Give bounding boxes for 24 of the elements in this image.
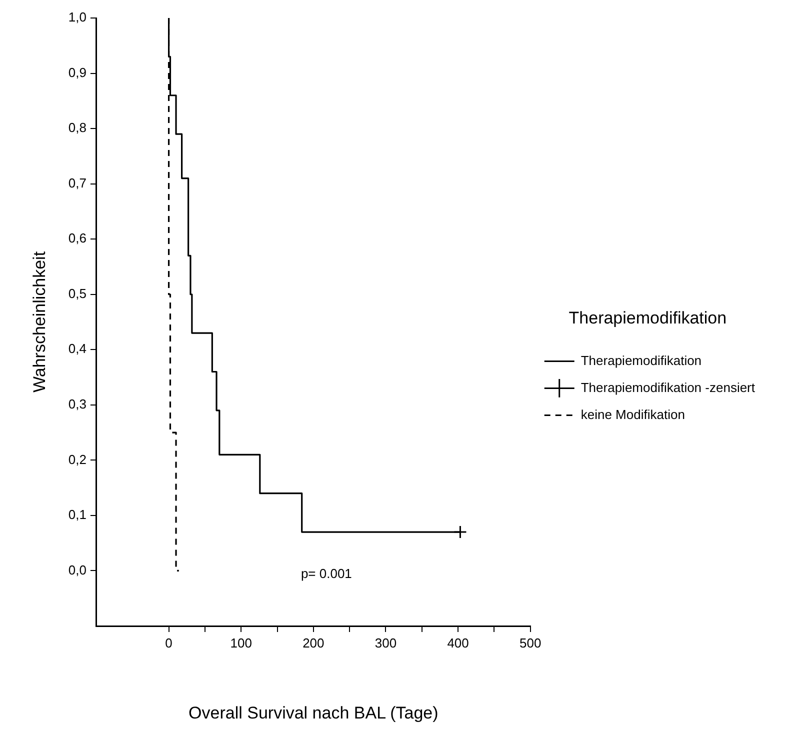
- y-tick-label: 0,1: [68, 507, 86, 522]
- y-tick-label: 0,7: [68, 175, 86, 190]
- x-tick-label: 500: [520, 635, 542, 650]
- y-tick-label: 0,2: [68, 452, 86, 467]
- x-tick-label: 0: [165, 635, 172, 650]
- y-tick-label: 0,8: [68, 120, 86, 136]
- legend-label: Therapiemodifikation: [580, 352, 702, 368]
- legend-title: Therapiemodifikation: [568, 308, 727, 328]
- y-tick-label: 0,0: [68, 562, 86, 578]
- legend-label: keine Modifikation: [580, 406, 685, 422]
- x-tick-label: 100: [230, 635, 252, 650]
- y-tick-label: 0,3: [68, 396, 86, 412]
- y-tick-label: 0,4: [68, 341, 86, 356]
- annotation: p= 0.001: [300, 566, 352, 581]
- y-axis-title: Wahrscheinlichkeit: [30, 251, 49, 393]
- x-tick-label: 300: [374, 635, 397, 650]
- y-tick-label: 0,5: [68, 286, 86, 301]
- legend-label: Therapiemodifikation -zensiert: [580, 380, 756, 395]
- y-tick-label: 0,9: [68, 64, 86, 80]
- x-axis-title: Overall Survival nach BAL (Tage): [188, 703, 438, 722]
- x-tick-label: 400: [447, 635, 469, 650]
- x-tick-label: 200: [302, 635, 324, 650]
- y-tick-label: 1,0: [68, 10, 86, 25]
- y-tick-label: 0,6: [68, 230, 86, 246]
